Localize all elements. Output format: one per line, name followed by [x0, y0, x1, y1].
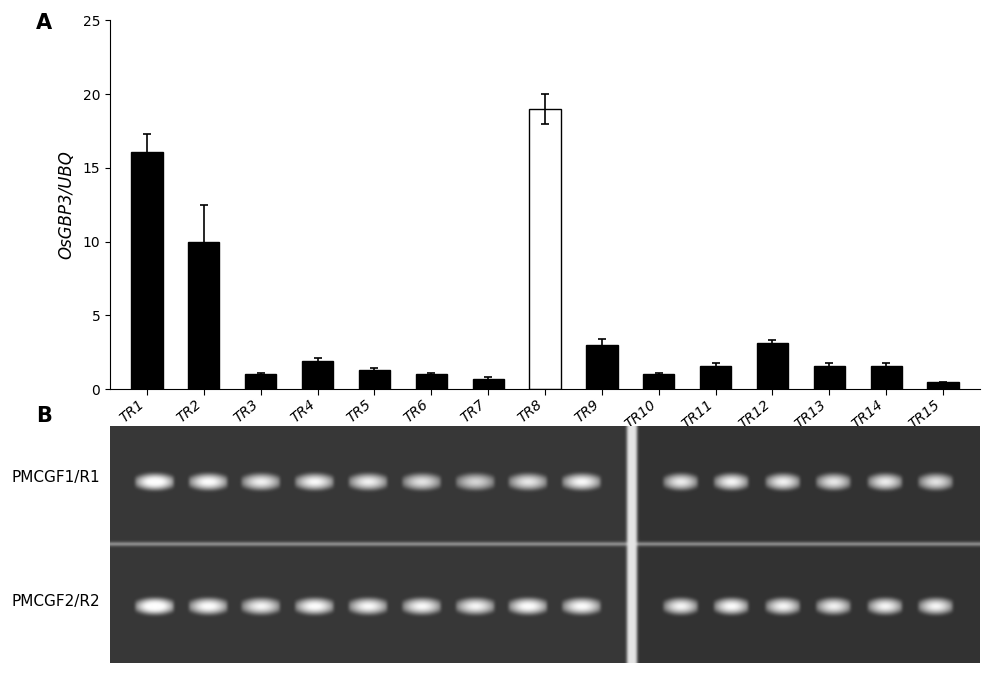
- Bar: [757, 343, 788, 389]
- Bar: [529, 109, 561, 389]
- Bar: [416, 374, 447, 389]
- Bar: [643, 374, 674, 389]
- Bar: [473, 379, 504, 389]
- Bar: [927, 383, 959, 389]
- Bar: [359, 370, 390, 389]
- Text: B: B: [36, 406, 52, 427]
- Bar: [814, 366, 845, 389]
- Text: A: A: [36, 13, 52, 33]
- Bar: [302, 361, 333, 389]
- Y-axis label: OsGBP3/UBQ: OsGBP3/UBQ: [58, 150, 76, 259]
- Bar: [245, 374, 276, 389]
- Bar: [871, 366, 902, 389]
- Bar: [586, 345, 618, 389]
- Text: PMCGF2/R2: PMCGF2/R2: [11, 594, 100, 609]
- Bar: [700, 366, 731, 389]
- Bar: [188, 242, 219, 389]
- Bar: [131, 152, 163, 389]
- Text: PMCGF1/R1: PMCGF1/R1: [11, 471, 100, 485]
